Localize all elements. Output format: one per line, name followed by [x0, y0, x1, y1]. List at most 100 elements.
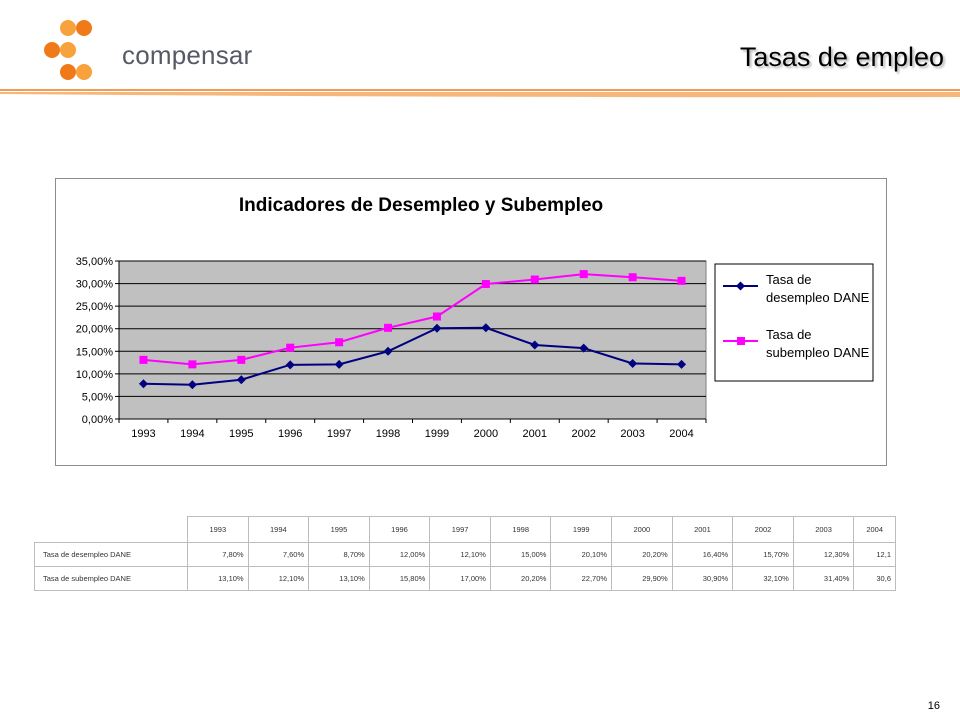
- year-header: 2003: [792, 516, 855, 543]
- y-tick-label: 0,00%: [82, 414, 113, 426]
- table-cell: 8,70%: [308, 542, 370, 567]
- data-point: [677, 276, 686, 285]
- x-tick-label: 2000: [474, 428, 498, 440]
- year-header: 1996: [368, 516, 431, 543]
- header-divider: [0, 89, 960, 98]
- square-marker-icon: [737, 337, 745, 345]
- data-point: [285, 360, 295, 370]
- x-tick-label: 1998: [376, 428, 400, 440]
- year-header: 1997: [429, 516, 491, 543]
- legend-item-desempleo: Tasa de desempleo DANE: [723, 272, 870, 305]
- table-cell: 12,10%: [429, 542, 491, 567]
- legend-label-line2: desempleo DANE: [766, 290, 870, 305]
- data-point: [628, 358, 638, 368]
- table-cell: 29,90%: [611, 566, 673, 591]
- year-header: 1994: [247, 516, 310, 543]
- line-chart: Indicadores de Desempleo y Subempleo 0,0…: [76, 195, 874, 440]
- logo-circles-icon: [44, 20, 92, 80]
- data-point: [334, 359, 344, 369]
- table-cell: 16,40%: [671, 542, 734, 567]
- table-cell: 15,00%: [489, 542, 552, 567]
- x-tick-label: 2004: [669, 428, 693, 440]
- data-point: [286, 343, 295, 352]
- page-title: Tasas de empleo: [739, 42, 944, 72]
- data-point: [579, 343, 589, 353]
- data-point: [335, 338, 344, 347]
- table-cell: 13,10%: [187, 566, 249, 591]
- page-number: 16: [927, 700, 940, 712]
- table-cell: 12,30%: [792, 542, 855, 567]
- data-table: 1993 1994 1995 1996 1997 1998 1999 2000 …: [34, 516, 896, 591]
- x-tick-label: 1993: [131, 428, 155, 440]
- year-header: 2002: [732, 516, 794, 543]
- data-point: [481, 280, 490, 289]
- series-line: [143, 326, 682, 386]
- table-cell: 7,60%: [247, 542, 310, 567]
- table-cell: 15,80%: [368, 566, 431, 591]
- series-line: [143, 273, 682, 366]
- chart-container: Indicadores de Desempleo y Subempleo 0,0…: [55, 178, 887, 466]
- year-header: 1995: [308, 516, 370, 543]
- legend-label-line2: subempleo DANE: [766, 345, 870, 360]
- diamond-marker-icon: [736, 281, 745, 291]
- table-cell: 13,10%: [308, 566, 370, 591]
- compensar-logo: compensar: [40, 18, 252, 88]
- data-point: [384, 323, 393, 332]
- x-tick-label: 1994: [180, 428, 204, 440]
- y-tick-label: 15,00%: [76, 346, 114, 358]
- chart-legend: Tasa de desempleo DANE Tasa de subempleo…: [714, 263, 874, 382]
- year-header: 1993: [187, 516, 249, 543]
- table-cell: 20,10%: [550, 542, 613, 567]
- row-label: Tasa de desempleo DANE: [34, 542, 188, 567]
- data-point: [432, 312, 441, 321]
- logo-text: compensar: [122, 40, 253, 70]
- data-point: [188, 360, 197, 369]
- year-header: 1998: [489, 516, 552, 543]
- table-cell: 12,00%: [368, 542, 431, 567]
- x-tick-label: 1999: [425, 428, 449, 440]
- data-point: [530, 340, 540, 350]
- year-header: 2004: [853, 516, 896, 543]
- data-point: [677, 359, 687, 369]
- table-row: Tasa de desempleo DANE 7,80% 7,60% 8,70%…: [34, 542, 896, 567]
- data-point: [579, 270, 588, 279]
- legend-label-line1: Tasa de: [766, 272, 812, 287]
- data-point: [236, 375, 246, 385]
- year-header: 1999: [550, 516, 613, 543]
- table-cell: 17,00%: [429, 566, 491, 591]
- row-label: Tasa de subempleo DANE: [34, 566, 188, 591]
- data-point: [138, 379, 148, 389]
- table-cell: 22,70%: [550, 566, 613, 591]
- chart-title: Indicadores de Desempleo y Subempleo: [239, 195, 603, 216]
- table-cell: 20,20%: [489, 566, 552, 591]
- table-row: Tasa de subempleo DANE 13,10% 12,10% 13,…: [34, 566, 896, 591]
- y-tick-label: 20,00%: [76, 324, 114, 336]
- table-cell: 12,1: [853, 542, 896, 567]
- legend-label-line1: Tasa de: [766, 327, 812, 342]
- table-cell: 31,40%: [792, 566, 855, 591]
- table-cell: 7,80%: [187, 542, 249, 567]
- data-point: [628, 273, 637, 282]
- table-cell: 32,10%: [732, 566, 794, 591]
- y-tick-label: 5,00%: [82, 391, 113, 403]
- table-cell: 30,90%: [671, 566, 734, 591]
- y-tick-label: 35,00%: [76, 256, 114, 268]
- legend-item-subempleo: Tasa de subempleo DANE: [723, 327, 870, 360]
- x-tick-label: 1996: [278, 428, 302, 440]
- data-point: [383, 346, 393, 356]
- x-tick-label: 1997: [327, 428, 351, 440]
- x-tick-label: 2003: [620, 428, 644, 440]
- x-tick-label: 1995: [229, 428, 253, 440]
- data-point: [481, 323, 491, 333]
- x-tick-label: 2001: [523, 428, 547, 440]
- y-tick-label: 30,00%: [76, 279, 114, 291]
- table-cell: 20,20%: [611, 542, 673, 567]
- table-header-row: 1993 1994 1995 1996 1997 1998 1999 2000 …: [35, 516, 896, 543]
- x-tick-label: 2002: [571, 428, 595, 440]
- table-corner: [35, 517, 188, 543]
- y-tick-label: 10,00%: [76, 369, 114, 381]
- y-tick-label: 25,00%: [76, 301, 114, 313]
- data-point: [187, 380, 197, 390]
- data-point: [432, 323, 442, 333]
- year-header: 2001: [671, 516, 734, 543]
